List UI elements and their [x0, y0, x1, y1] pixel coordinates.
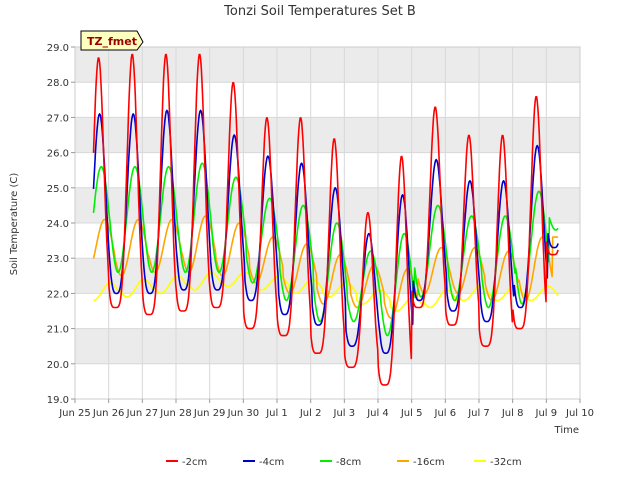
x-tick-label: Jun 30: [227, 408, 260, 419]
x-axis-label: Time: [554, 425, 579, 436]
y-tick-label: 29.0: [47, 43, 69, 54]
x-tick-label: Jul 10: [565, 408, 594, 419]
chart-title: Tonzi Soil Temperatures Set B: [223, 4, 416, 19]
x-tick-label: Jul 3: [333, 408, 356, 419]
x-tick-label: Jun 28: [159, 408, 192, 419]
y-tick-label: 19.0: [47, 395, 69, 406]
y-axis-label: Soil Temperature (C): [9, 173, 20, 276]
y-tick-label: 28.0: [47, 78, 69, 89]
x-tick-label: Jun 26: [92, 408, 125, 419]
badge-box: [80, 30, 144, 51]
tz-fmet-badge: TZ_fmet: [80, 30, 144, 51]
legend-label: -8cm: [336, 457, 361, 468]
x-tick-label: Jul 2: [299, 408, 322, 419]
y-tick-label: 20.0: [47, 360, 69, 371]
legend-label: -4cm: [259, 457, 284, 468]
y-tick-label: 27.0: [47, 113, 69, 124]
legend-label: -2cm: [182, 457, 207, 468]
grid-band: [75, 328, 580, 364]
y-tick-label: 21.0: [47, 325, 69, 336]
series-lines: [92, 53, 559, 386]
legend-label: -16cm: [413, 457, 445, 468]
badge-label: TZ_fmet: [87, 35, 137, 48]
legend-label: -32cm: [490, 457, 522, 468]
x-tick-label: Jul 7: [467, 408, 490, 419]
x-tick-label: Jun 27: [126, 408, 159, 419]
x-axis-ticks: Jun 25 Jun 26 Jun 27 Jun 28 Jun 29 Jun 30 Jul …: [58, 399, 594, 419]
y-tick-label: 23.0: [47, 254, 69, 265]
grid-band: [75, 117, 580, 153]
series-line-minus-2cm: [92, 53, 559, 386]
y-tick-label: 22.0: [47, 289, 69, 300]
plot-bands: [75, 47, 580, 364]
y-tick-label: 25.0: [47, 184, 69, 195]
x-tick-label: Jul 6: [434, 408, 457, 419]
x-tick-label: Jun 29: [193, 408, 226, 419]
x-tick-label: Jul 5: [400, 408, 423, 419]
x-tick-label: Jul 4: [366, 408, 389, 419]
x-tick-label: Jun 25: [58, 408, 91, 419]
grid-band: [75, 47, 580, 83]
x-tick-label: Jul 8: [501, 408, 524, 419]
y-tick-label: 26.0: [47, 149, 69, 160]
y-axis-ticks: 19.0 20.0 21.0 22.0 23.0 24.0 25.0 26.0 27.0 28.0…: [47, 43, 75, 406]
x-tick-label: Jul 9: [535, 408, 558, 419]
x-tick-label: Jul 1: [265, 408, 288, 419]
y-tick-label: 24.0: [47, 219, 69, 230]
legend: -2cm -4cm -8cm -16cm -32cm: [166, 457, 522, 468]
